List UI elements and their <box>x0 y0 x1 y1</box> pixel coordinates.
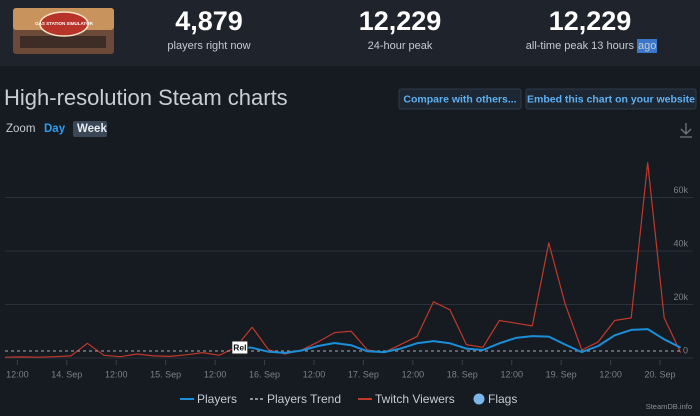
text-highlight <box>637 39 657 53</box>
flag <box>231 340 249 355</box>
stat-value: 12,229 <box>549 6 632 36</box>
button[interactable]: Embed this chart on your website <box>525 88 697 110</box>
button-label[interactable]: Compare with others... <box>403 93 516 105</box>
flag-label: Rel <box>233 342 246 352</box>
x-tick-label: 12:00 <box>105 369 128 379</box>
legend-swatch <box>473 393 485 405</box>
x-tick-label: 12:00 <box>303 369 326 379</box>
watermark: SteamDB.info <box>646 402 692 411</box>
stat-value: 4,879 <box>175 6 243 36</box>
x-tick-label: 16. Sep <box>249 369 280 379</box>
legend-label: Flags <box>488 392 517 406</box>
stat-label: players right now <box>167 40 250 52</box>
stat-label-highlight: ago <box>638 40 656 52</box>
x-tick-label: 15. Sep <box>150 369 181 379</box>
y-tick-label: 60k <box>673 185 688 195</box>
stat-label: all-time peak 13 hours <box>526 40 635 52</box>
zoom-active-bg <box>73 121 107 137</box>
x-tick-label: 12:00 <box>599 369 622 379</box>
zoom-label: Zoom <box>6 123 35 135</box>
zoom-option[interactable]: Day <box>44 123 66 135</box>
x-tick-label: 12:00 <box>402 369 425 379</box>
logo: GAS STATION SIMULATOR <box>13 8 114 54</box>
x-tick-label: 17. Sep <box>348 369 379 379</box>
button-label[interactable]: Embed this chart on your website <box>527 93 695 105</box>
x-tick-label: 12:00 <box>204 369 227 379</box>
logo-text: GAS STATION SIMULATOR <box>35 21 93 26</box>
stat-value: 12,229 <box>359 6 442 36</box>
series-line <box>235 328 682 354</box>
x-tick-label: 14. Sep <box>51 369 82 379</box>
y-tick-label: 20k <box>673 292 688 302</box>
x-tick-label: 18. Sep <box>447 369 478 379</box>
x-tick-label: 20. Sep <box>645 369 676 379</box>
download-icon[interactable] <box>680 123 692 138</box>
header-bar <box>0 0 700 66</box>
series-line <box>4 162 682 358</box>
x-tick-label: 12:00 <box>500 369 523 379</box>
y-tick-label: 0 <box>683 345 688 355</box>
stat-label: 24-hour peak <box>368 40 433 52</box>
button[interactable]: Compare with others... <box>398 88 522 110</box>
y-tick-label: 40k <box>673 238 688 248</box>
zoom-option[interactable]: Week <box>77 123 107 135</box>
legend-label: Twitch Viewers <box>375 392 455 406</box>
legend-label: Players Trend <box>267 392 341 406</box>
x-tick-label: 19. Sep <box>546 369 577 379</box>
legend-label: Players <box>197 392 237 406</box>
page-title: High-resolution Steam charts <box>4 85 288 110</box>
x-tick-label: 12:00 <box>6 369 29 379</box>
